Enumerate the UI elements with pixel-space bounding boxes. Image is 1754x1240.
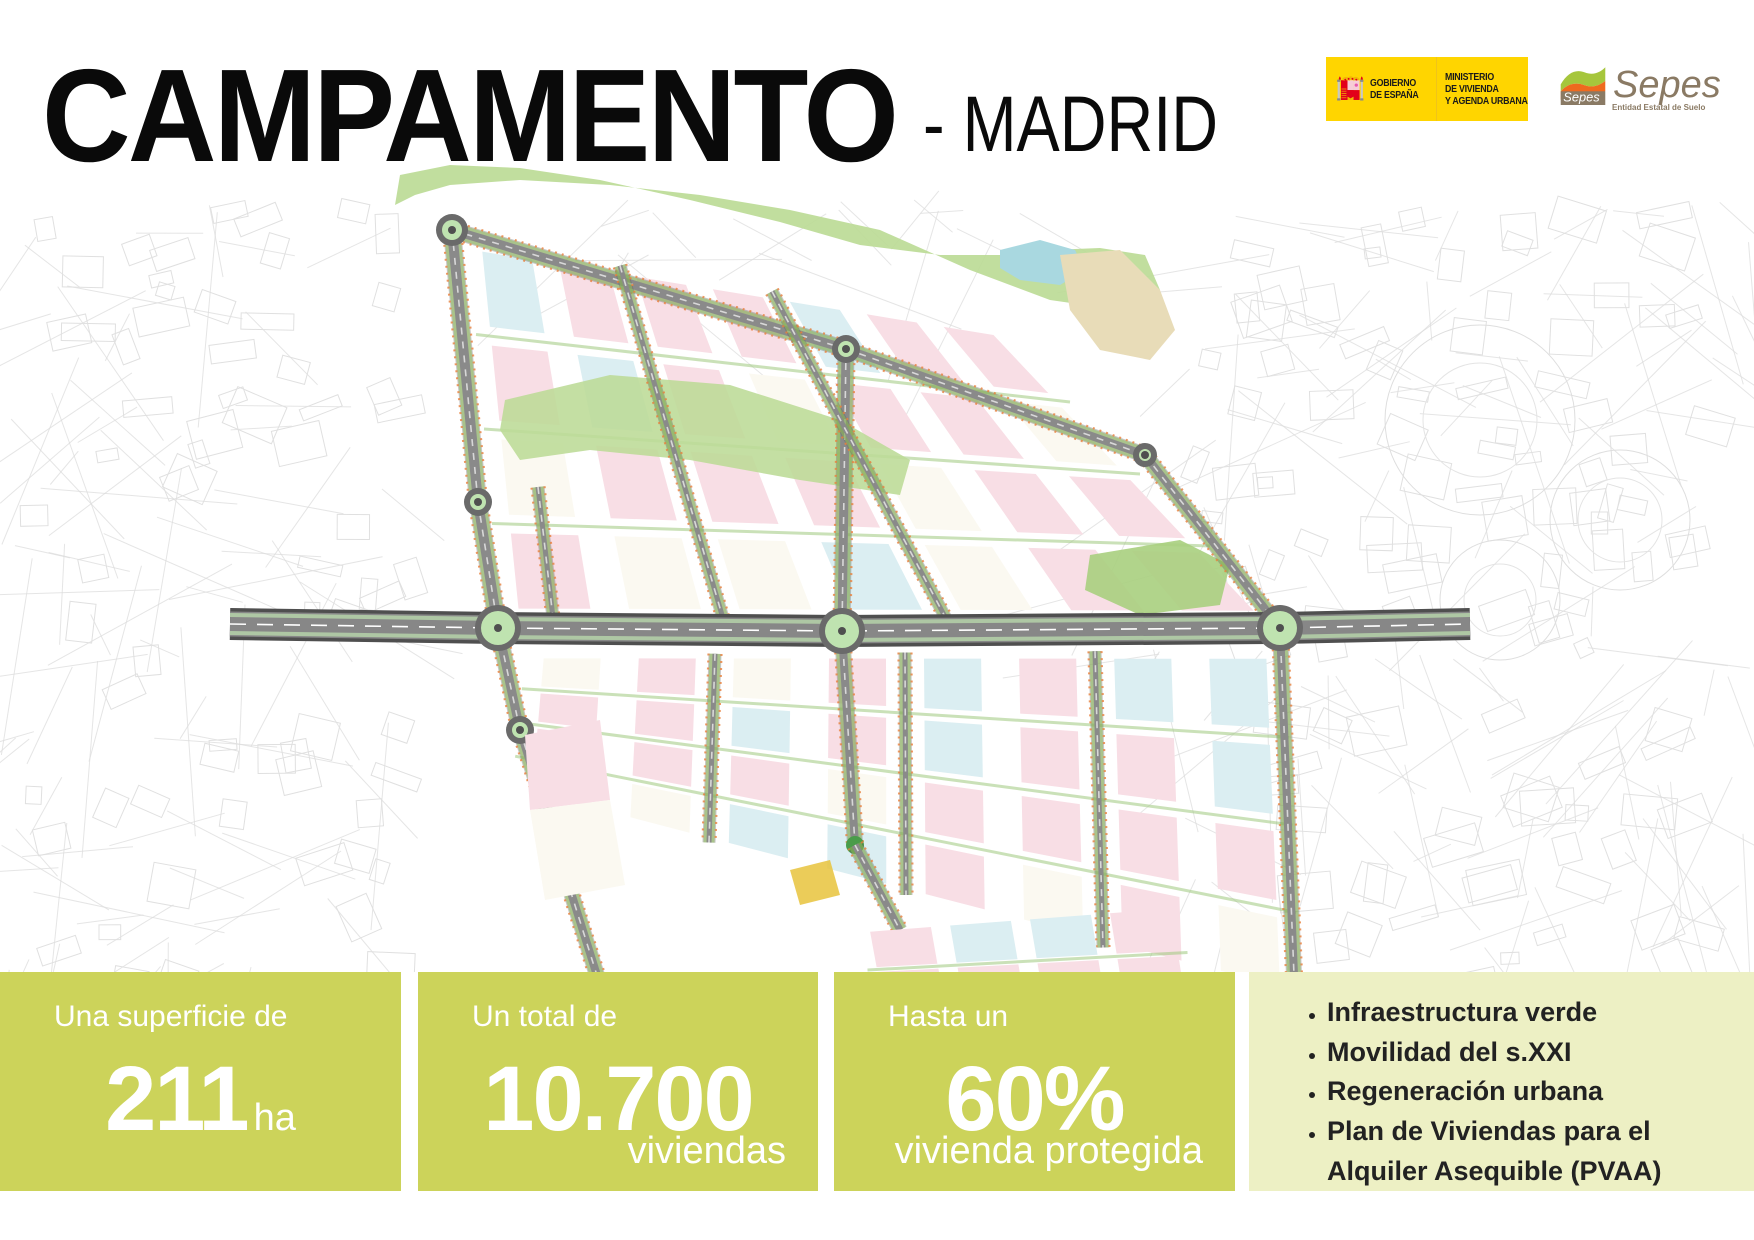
svg-text:Sepes: Sepes [1563,90,1600,105]
